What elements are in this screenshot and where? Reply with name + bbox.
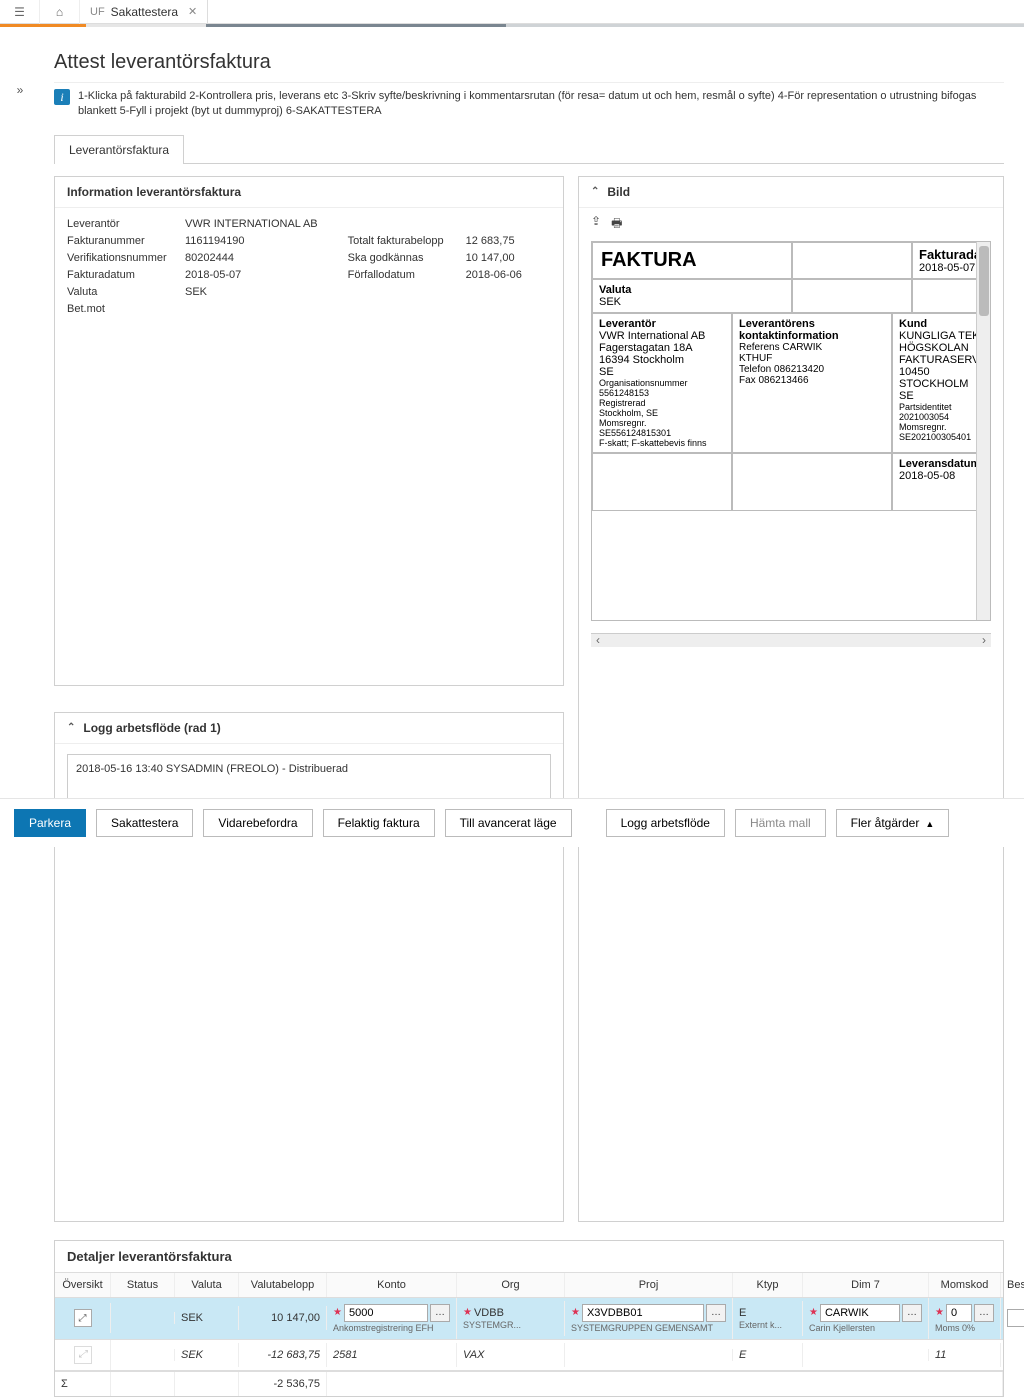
logg-button[interactable]: Logg arbetsflöde bbox=[606, 809, 725, 837]
sum-row: Σ -2 536,75 bbox=[55, 1371, 1003, 1396]
row-expand-icon[interactable]: ⤢ bbox=[74, 1309, 92, 1327]
konto-input[interactable] bbox=[344, 1304, 428, 1322]
accent-bar bbox=[0, 24, 1024, 27]
beskrivning-input[interactable] bbox=[1007, 1309, 1024, 1327]
vidarebefordra-button[interactable]: Vidarebefordra bbox=[203, 809, 312, 837]
tab-title: Sakattestera bbox=[111, 5, 178, 19]
panel-log: ⌃ Logg arbetsflöde (rad 1) 2018-05-16 13… bbox=[54, 712, 564, 1222]
print-icon[interactable]: 🖶 bbox=[611, 214, 622, 235]
dim7-input[interactable] bbox=[820, 1304, 900, 1322]
log-entry: 2018-05-16 13:40 SYSADMIN (FREOLO) - Dis… bbox=[67, 754, 551, 804]
scrollbar-vertical[interactable] bbox=[976, 242, 990, 620]
fler-atgarder-button[interactable]: Fler åtgärder▲ bbox=[836, 809, 950, 837]
panel-bild: ⌃ Bild ⇪ 🖶 FAKTURA Fakturadatum2018-05-0… bbox=[578, 176, 1004, 1222]
table-row: ⤢ SEK 10 147,00 ★… Ankomstregistrering E… bbox=[55, 1298, 1003, 1340]
invoice-title: FAKTURA bbox=[592, 242, 792, 279]
supplier-link[interactable]: VWR INTERNATIONAL AB bbox=[185, 218, 318, 230]
grid-header: Översikt Status Valuta Valutabelopp Kont… bbox=[55, 1273, 1003, 1298]
scroll-left-icon[interactable]: ‹ bbox=[591, 633, 605, 647]
details-heading: Detaljer leverantörsfaktura bbox=[55, 1241, 1003, 1272]
chevron-up-icon: ▲ bbox=[925, 819, 934, 829]
felaktig-button[interactable]: Felaktig faktura bbox=[323, 809, 435, 837]
info-col1: LeverantörVWR INTERNATIONAL AB Fakturanu… bbox=[67, 218, 318, 320]
info-icon: i bbox=[54, 89, 70, 105]
table-row: ⤢ SEK -12 683,75 2581 VAX E 11 bbox=[55, 1340, 1003, 1371]
tab-leverantorsfaktura[interactable]: Leverantörsfaktura bbox=[54, 135, 184, 164]
sigma-icon: Σ bbox=[55, 1372, 111, 1396]
inv-leverantor: Leverantör VWR International AB Fagersta… bbox=[592, 313, 732, 453]
inv-levkontakt: Leverantörens kontaktinformation Referen… bbox=[732, 313, 892, 453]
action-bar: Parkera Sakattestera Vidarebefordra Fela… bbox=[0, 798, 1024, 847]
hamta-mall-button[interactable]: Hämta mall bbox=[735, 809, 826, 837]
lookup-icon[interactable]: … bbox=[706, 1304, 726, 1322]
avancerat-button[interactable]: Till avancerat läge bbox=[445, 809, 572, 837]
proj-input[interactable] bbox=[582, 1304, 704, 1322]
help-text: 1-Klicka på fakturabild 2-Kontrollera pr… bbox=[78, 89, 1004, 120]
scroll-right-icon[interactable]: › bbox=[977, 633, 991, 647]
row-expand-icon[interactable]: ⤢ bbox=[74, 1346, 92, 1364]
panel-bild-head[interactable]: ⌃ Bild bbox=[579, 177, 1003, 208]
tab-sakattestera[interactable]: UF Sakattestera ✕ bbox=[80, 0, 208, 24]
panel-info-head: Information leverantörsfaktura bbox=[55, 177, 563, 208]
top-nav: ☰ ⌂ UF Sakattestera ✕ bbox=[0, 0, 1024, 24]
sidebar-toggle-icon[interactable]: » bbox=[0, 70, 40, 110]
sakattestera-button[interactable]: Sakattestera bbox=[96, 809, 193, 837]
export-icon[interactable]: ⇪ bbox=[591, 214, 601, 235]
panel-log-head[interactable]: ⌃ Logg arbetsflöde (rad 1) bbox=[55, 713, 563, 744]
parkera-button[interactable]: Parkera bbox=[14, 809, 86, 837]
tabstrip: Leverantörsfaktura bbox=[54, 134, 1004, 164]
invoice-preview[interactable]: FAKTURA Fakturadatum2018-05-07 Fakturanu… bbox=[591, 241, 991, 621]
lookup-icon[interactable]: … bbox=[974, 1304, 994, 1322]
tab-prefix: UF bbox=[90, 6, 105, 18]
page-title: Attest leverantörsfaktura bbox=[54, 51, 1004, 74]
info-col2: Totalt fakturabelopp12 683,75 Ska godkän… bbox=[348, 218, 522, 320]
nav-menu-icon[interactable]: ☰ bbox=[0, 0, 40, 24]
home-icon[interactable]: ⌂ bbox=[40, 0, 80, 24]
close-icon[interactable]: ✕ bbox=[188, 5, 197, 18]
panel-details: Detaljer leverantörsfaktura Översikt Sta… bbox=[54, 1240, 1004, 1397]
lookup-icon[interactable]: … bbox=[902, 1304, 922, 1322]
moms-input[interactable] bbox=[946, 1304, 972, 1322]
chevron-up-icon: ⌃ bbox=[591, 186, 599, 197]
help-banner: i 1-Klicka på fakturabild 2-Kontrollera … bbox=[54, 82, 1004, 126]
chevron-up-icon: ⌃ bbox=[67, 722, 75, 733]
panel-info: Information leverantörsfaktura Leverantö… bbox=[54, 176, 564, 686]
lookup-icon[interactable]: … bbox=[430, 1304, 450, 1322]
scrollbar-horizontal[interactable]: ‹ › bbox=[591, 633, 991, 647]
